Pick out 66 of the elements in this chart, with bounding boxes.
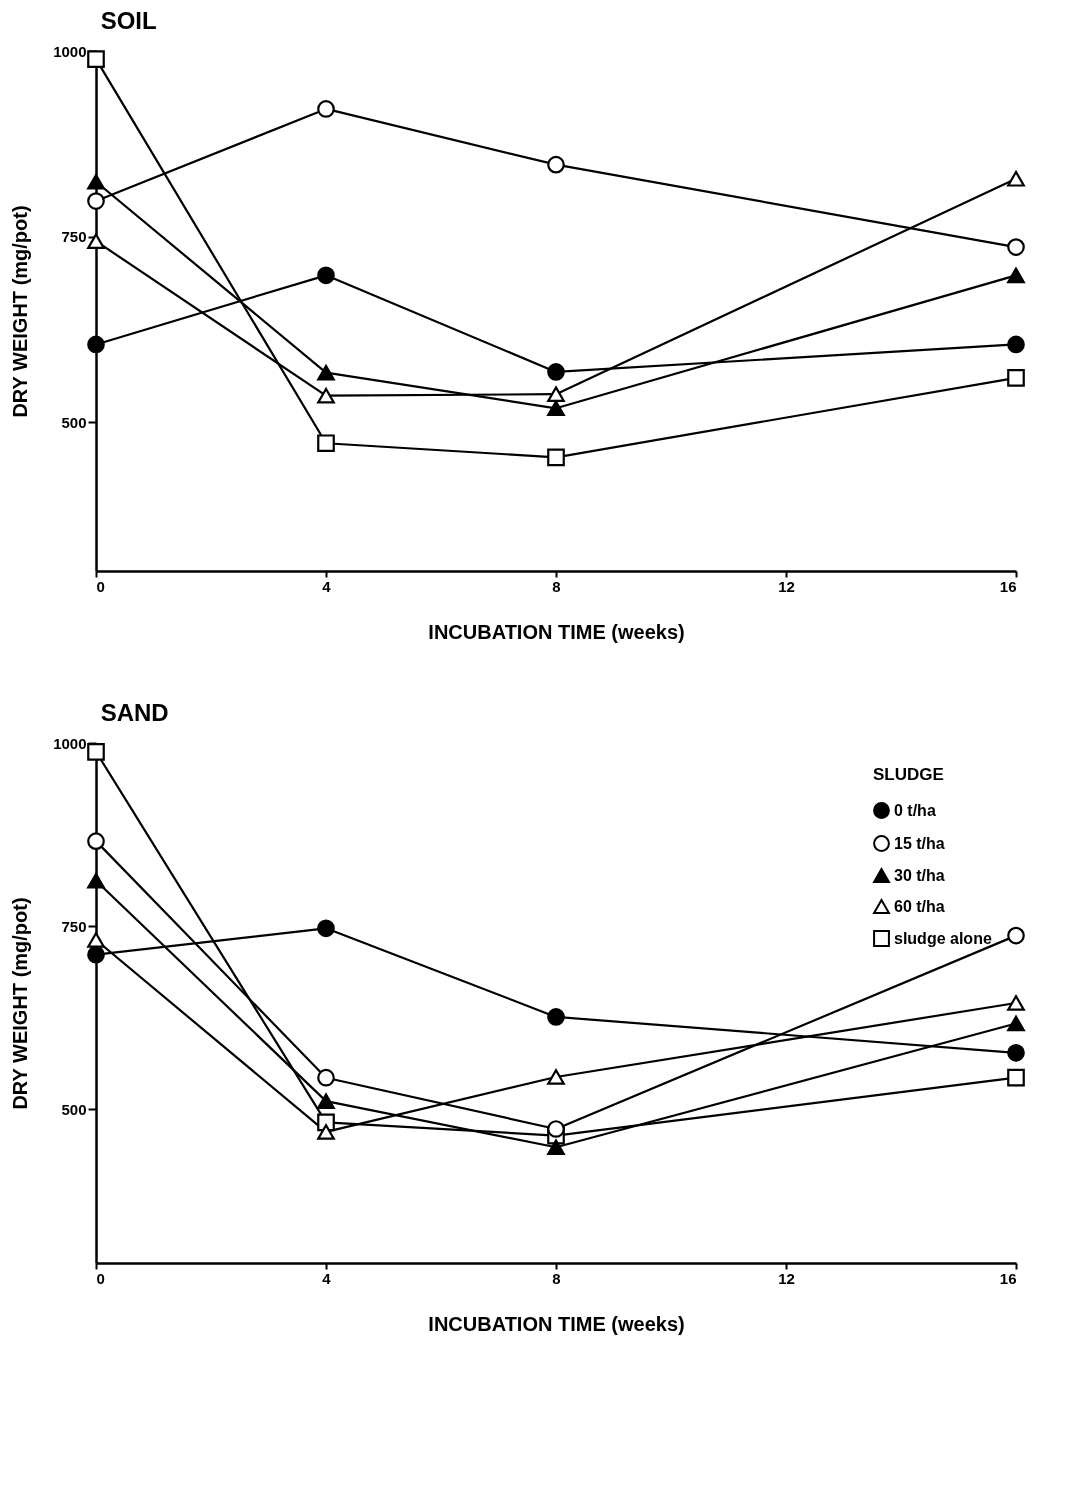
point <box>547 448 565 467</box>
point <box>317 266 335 285</box>
point <box>547 386 565 403</box>
legend-label: sludge alone <box>894 929 992 947</box>
y-axis-title: DRY WEIGHT (mg/pot) <box>9 897 32 1110</box>
legend-label: 30 t/ha <box>894 866 945 884</box>
chart-title: SOIL <box>100 7 157 34</box>
y-tick-label: 1000 <box>53 734 87 752</box>
x-tick-label: 8 <box>552 577 561 595</box>
y-tick-label: 750 <box>61 917 87 935</box>
y-tick-label: 750 <box>61 228 87 246</box>
point <box>87 872 105 889</box>
point <box>547 1069 565 1085</box>
point <box>87 173 105 190</box>
x-tick-label: 0 <box>96 1269 105 1287</box>
point <box>1007 1068 1025 1087</box>
point <box>87 832 105 850</box>
point <box>547 363 565 381</box>
x-tick-label: 4 <box>322 577 332 595</box>
x-tick-label: 4 <box>322 1269 332 1287</box>
x-tick-label: 12 <box>778 577 795 595</box>
point <box>547 1008 565 1026</box>
x-tick-label: 0 <box>96 577 105 595</box>
point <box>87 50 105 69</box>
point <box>1007 995 1025 1011</box>
y-tick-label: 500 <box>61 413 87 431</box>
point <box>87 233 105 249</box>
point <box>87 335 105 354</box>
y-axis-title: DRY WEIGHT (mg/pot) <box>9 205 32 418</box>
point <box>1007 335 1025 354</box>
point <box>1007 238 1025 256</box>
y-tick-label: 1000 <box>53 42 87 60</box>
chart-title: SAND <box>100 699 169 726</box>
point <box>87 932 105 948</box>
point <box>1007 170 1025 187</box>
x-axis-title: INCUBATION TIME (weeks) <box>428 620 685 643</box>
point <box>1007 267 1025 284</box>
point <box>547 155 565 174</box>
point <box>547 400 565 417</box>
point <box>87 192 105 210</box>
point <box>1007 369 1025 387</box>
point <box>547 1139 565 1156</box>
point <box>317 1068 335 1087</box>
x-tick-label: 8 <box>552 1269 561 1287</box>
point <box>317 919 335 938</box>
point <box>1007 926 1025 945</box>
point <box>317 100 335 118</box>
point <box>317 434 335 453</box>
legend-label: 15 t/ha <box>894 834 945 852</box>
x-axis-title: INCUBATION TIME (weeks) <box>428 1312 685 1335</box>
y-tick-label: 500 <box>61 1100 87 1118</box>
legend-label: 0 t/ha <box>894 801 936 819</box>
point <box>317 387 335 404</box>
x-tick-label: 16 <box>999 577 1017 595</box>
point <box>317 1093 335 1109</box>
point <box>1007 1043 1025 1062</box>
point <box>87 945 105 964</box>
point <box>547 1120 565 1138</box>
point <box>87 742 105 761</box>
point <box>317 1124 335 1140</box>
point <box>1007 1015 1025 1032</box>
legend-label: 60 t/ha <box>894 897 945 915</box>
x-tick-label: 12 <box>778 1269 795 1287</box>
x-tick-label: 16 <box>999 1269 1017 1287</box>
legend-title: SLUDGE <box>873 765 944 784</box>
point <box>317 364 335 381</box>
